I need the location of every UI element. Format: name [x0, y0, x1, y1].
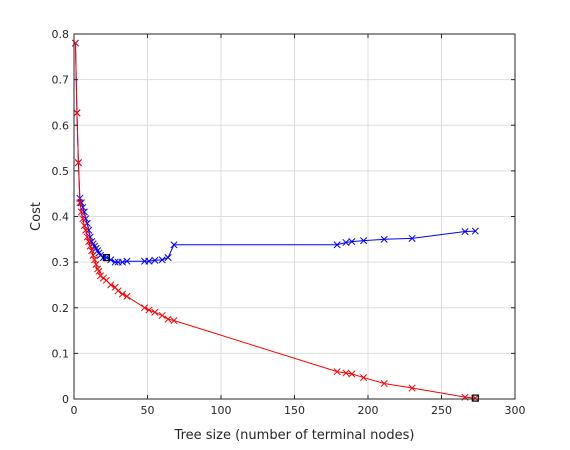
y-tick-label: 0.7 [52, 74, 70, 87]
data-point [158, 256, 166, 264]
data-point [170, 241, 178, 249]
data-point [141, 304, 149, 312]
data-point [73, 109, 81, 117]
y-tick-label: 0.8 [52, 28, 70, 41]
data-point [107, 281, 115, 289]
x-tick-label: 200 [358, 404, 379, 417]
data-point [380, 379, 388, 388]
y-tick-label: 0.5 [52, 165, 70, 178]
data-point [461, 228, 469, 236]
highlighted-point [471, 394, 479, 402]
y-tick-label: 0.6 [52, 119, 70, 132]
data-point [123, 257, 131, 265]
data-point [79, 215, 87, 223]
data-point [74, 159, 82, 167]
y-tick-label: 0.2 [52, 302, 70, 315]
data-point [77, 208, 85, 216]
data-point [360, 237, 368, 245]
data-point [111, 283, 119, 291]
x-tick-label: 150 [284, 404, 305, 417]
x-tick-label: 300 [505, 404, 526, 417]
x-tick-label: 50 [141, 404, 155, 417]
data-point [118, 258, 127, 266]
data-point [92, 260, 100, 268]
data-point [471, 227, 479, 235]
data-point [102, 254, 110, 262]
data-point [408, 384, 416, 392]
highlighted-point [102, 253, 110, 262]
y-tick-label: 0.3 [52, 256, 70, 269]
data-point [88, 247, 96, 255]
data-point [164, 315, 172, 323]
data-point [86, 242, 94, 250]
series-layer [71, 39, 479, 402]
data-point [145, 257, 153, 265]
y-axis-label: Cost [29, 202, 44, 231]
data-point [408, 234, 416, 242]
data-point [164, 254, 172, 262]
data-point [145, 306, 153, 314]
data-point [95, 267, 103, 275]
y-tick-label: 0.4 [52, 211, 70, 224]
data-point [158, 311, 166, 320]
y-tick-label: 0 [62, 393, 69, 406]
series-1 [71, 39, 479, 402]
data-point [91, 256, 99, 264]
data-point [333, 241, 341, 249]
data-point [360, 374, 368, 382]
data-point [82, 226, 90, 234]
axis-ticks: 0 50 100 150 200 250 300 0 0.1 0.2 0.3 0.4 0.5 0.6 0.7… [52, 28, 526, 417]
y-tick-label: 0.1 [52, 347, 70, 360]
data-point [380, 235, 388, 243]
data-point [342, 369, 350, 377]
data-point [342, 238, 350, 247]
data-point [111, 258, 119, 266]
data-point [151, 308, 159, 316]
data-point [76, 199, 84, 207]
x-axis-label: Tree size (number of terminal nodes) [174, 428, 415, 443]
data-point [83, 233, 91, 241]
data-point [151, 256, 159, 264]
data-point [348, 238, 356, 246]
data-point [85, 238, 93, 246]
data-point [170, 316, 178, 325]
data-point [80, 222, 88, 230]
data-point [118, 290, 127, 298]
x-tick-label: 250 [431, 404, 452, 417]
data-point [107, 256, 115, 264]
data-point [114, 287, 122, 295]
data-point [89, 251, 97, 259]
data-point [123, 292, 131, 300]
data-point [471, 394, 479, 402]
data-point [77, 199, 85, 207]
x-tick-label: 0 [71, 404, 78, 417]
data-point [348, 370, 356, 378]
data-point [333, 368, 341, 376]
x-tick-label: 100 [211, 404, 232, 417]
data-point [71, 39, 80, 47]
